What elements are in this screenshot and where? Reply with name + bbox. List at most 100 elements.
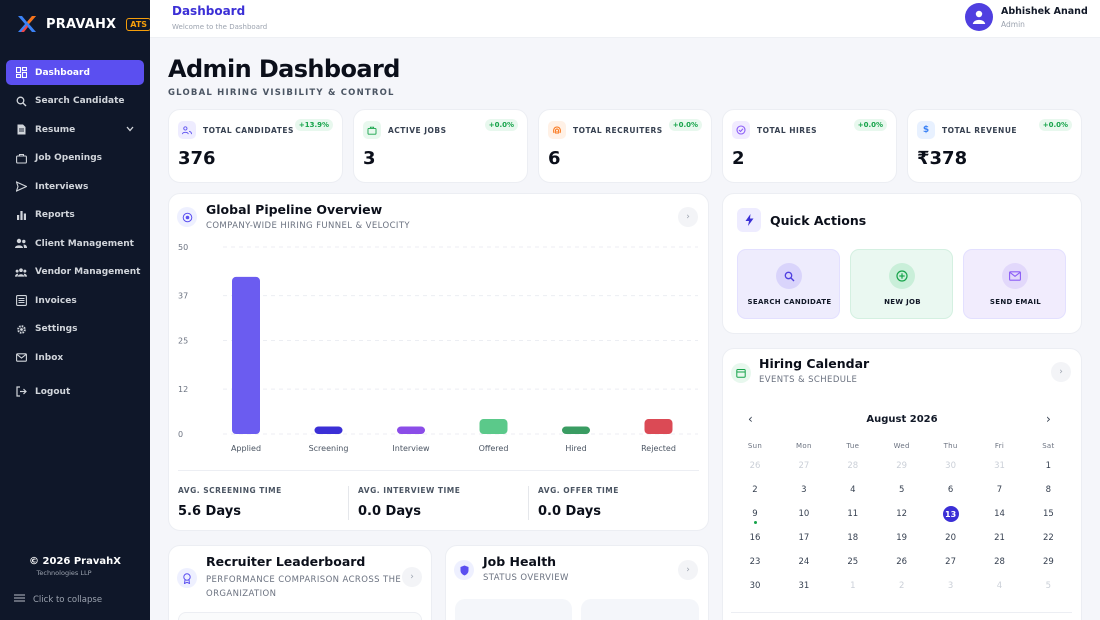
sidebar-footer: © 2026 PravahX Technologies LLP bbox=[0, 556, 150, 577]
bar-rejected[interactable] bbox=[644, 419, 673, 434]
chevron-right-icon[interactable]: › bbox=[678, 560, 698, 580]
calendar-weekday: Sat bbox=[1042, 442, 1055, 450]
stat-change-badge: +0.0% bbox=[668, 119, 702, 131]
calendar-day[interactable]: 4 bbox=[850, 485, 856, 495]
calendar-day[interactable]: 20 bbox=[945, 533, 956, 543]
bar-applied[interactable] bbox=[232, 276, 260, 434]
next-month-button[interactable]: › bbox=[1046, 412, 1051, 426]
bar-interview[interactable] bbox=[397, 426, 425, 434]
prev-month-button[interactable]: ‹ bbox=[748, 412, 753, 426]
new-job-button[interactable]: NEW JOB bbox=[850, 249, 953, 319]
user-icon bbox=[972, 10, 986, 24]
stat-label: TOTAL REVENUE bbox=[942, 126, 1018, 135]
sidebar-item-vendor-management[interactable]: Vendor Management bbox=[6, 260, 144, 285]
calendar-day[interactable]: 27 bbox=[945, 557, 956, 567]
x-tick-label: Hired bbox=[565, 444, 586, 453]
sidebar-item-interviews[interactable]: Interviews bbox=[6, 174, 144, 199]
leaderboard-row bbox=[178, 612, 422, 620]
calendar-day[interactable]: 14 bbox=[994, 509, 1005, 519]
calendar-day[interactable]: 29 bbox=[1042, 557, 1054, 567]
calendar-day[interactable]: 30 bbox=[749, 581, 761, 591]
bar-offered[interactable] bbox=[479, 419, 508, 434]
sidebar-item-reports[interactable]: Reports bbox=[6, 203, 144, 228]
sidebar-item-inbox[interactable]: Inbox bbox=[6, 345, 144, 370]
calendar-day[interactable]: 31 bbox=[994, 461, 1005, 471]
calendar-day[interactable]: 6 bbox=[947, 485, 954, 495]
calendar-day[interactable]: 15 bbox=[1042, 509, 1054, 519]
calendar-day[interactable]: 26 bbox=[896, 557, 908, 567]
calendar-day[interactable]: 19 bbox=[896, 533, 908, 543]
y-tick-label: 37 bbox=[178, 292, 188, 301]
collapse-button[interactable]: Click to collapse bbox=[14, 594, 102, 605]
calendar-day[interactable]: 2 bbox=[752, 485, 758, 495]
stat-card-active-jobs[interactable]: ACTIVE JOBS +0.0% 3 bbox=[353, 109, 528, 183]
calendar-day[interactable]: 26 bbox=[749, 461, 761, 471]
sidebar-item-client-management[interactable]: Client Management bbox=[6, 231, 144, 256]
calendar-day[interactable]: 8 bbox=[1045, 485, 1052, 495]
calendar-day[interactable]: 18 bbox=[847, 533, 859, 543]
sidebar-item-label: Dashboard bbox=[35, 67, 90, 78]
calendar-day[interactable]: 1 bbox=[1045, 461, 1052, 471]
calendar-day[interactable]: 25 bbox=[847, 557, 859, 567]
calendar-day[interactable]: 2 bbox=[898, 581, 905, 591]
calendar-day[interactable]: 16 bbox=[749, 533, 761, 543]
calendar-day[interactable]: 30 bbox=[945, 461, 956, 471]
user-name[interactable]: Abhishek Anand bbox=[1001, 6, 1088, 17]
calendar-day[interactable]: 5 bbox=[1045, 581, 1052, 591]
calendar-day[interactable]: 12 bbox=[896, 509, 908, 519]
stat-value: 3 bbox=[363, 148, 376, 169]
chevron-right-icon[interactable]: › bbox=[1051, 362, 1071, 382]
job-health-tile bbox=[581, 599, 699, 620]
calendar-day[interactable]: 28 bbox=[847, 461, 859, 471]
sidebar-item-logout[interactable]: Logout bbox=[6, 379, 144, 404]
calendar-day[interactable]: 10 bbox=[798, 509, 810, 519]
breadcrumb-title[interactable]: Dashboard bbox=[172, 4, 246, 18]
calendar-day-today[interactable]: 13 bbox=[942, 506, 959, 522]
bar-chart-icon bbox=[15, 209, 27, 221]
chevron-right-icon[interactable]: › bbox=[678, 207, 698, 227]
calendar-day[interactable]: 24 bbox=[798, 557, 810, 567]
calendar-day[interactable]: 5 bbox=[898, 485, 905, 495]
calendar-day[interactable]: 1 bbox=[850, 581, 856, 591]
metric-value: 0.0 Days bbox=[538, 504, 601, 519]
stat-card-total-recruiters[interactable]: TOTAL RECRUITERS +0.0% 6 bbox=[538, 109, 712, 183]
calendar-day[interactable]: 4 bbox=[996, 581, 1003, 591]
calendar-day[interactable]: 17 bbox=[798, 533, 810, 543]
mail-icon bbox=[1002, 263, 1028, 289]
calendar-day[interactable]: 23 bbox=[749, 557, 761, 567]
stat-card-total-hires[interactable]: TOTAL HIRES +0.0% 2 bbox=[722, 109, 897, 183]
calendar-day[interactable]: 3 bbox=[801, 485, 807, 495]
calendar-day[interactable]: 9 bbox=[752, 509, 758, 519]
calendar-day[interactable]: 29 bbox=[896, 461, 908, 471]
calendar-day[interactable]: 21 bbox=[994, 533, 1005, 543]
fingerprint-icon bbox=[548, 121, 566, 139]
stat-card-total-candidates[interactable]: TOTAL CANDIDATES +13.9% 376 bbox=[168, 109, 343, 183]
calendar-weekday: Sun bbox=[747, 442, 763, 450]
topbar: Dashboard Welcome to the Dashboard Abhis… bbox=[150, 0, 1100, 38]
calendar-day[interactable]: 3 bbox=[947, 581, 954, 591]
bar-screening[interactable] bbox=[314, 426, 343, 434]
brand[interactable]: PRAVAHX ATS bbox=[0, 0, 152, 48]
shield-icon bbox=[454, 560, 474, 580]
avatar[interactable] bbox=[965, 3, 993, 31]
bar-hired[interactable] bbox=[562, 426, 590, 434]
calendar-day[interactable]: 28 bbox=[994, 557, 1005, 567]
sidebar-item-invoices[interactable]: Invoices bbox=[6, 288, 144, 313]
pipeline-title: Global Pipeline Overview bbox=[206, 202, 383, 217]
search-candidate-button[interactable]: SEARCH CANDIDATE bbox=[737, 249, 840, 319]
calendar-day[interactable]: 27 bbox=[798, 461, 810, 471]
calendar-day[interactable]: 31 bbox=[798, 581, 810, 591]
sidebar-item-job-openings[interactable]: Job Openings bbox=[6, 146, 144, 171]
calendar-day[interactable]: 22 bbox=[1042, 533, 1054, 543]
sidebar-item-search-candidate[interactable]: Search Candidate bbox=[6, 89, 144, 114]
sidebar-item-dashboard[interactable]: Dashboard bbox=[6, 60, 144, 85]
calendar-day[interactable]: 7 bbox=[996, 485, 1003, 495]
sidebar-item-settings[interactable]: Settings bbox=[6, 317, 144, 342]
divider bbox=[528, 486, 529, 520]
chevron-right-icon[interactable]: › bbox=[402, 567, 422, 587]
send-email-button[interactable]: SEND EMAIL bbox=[963, 249, 1066, 319]
leaderboard-card bbox=[168, 545, 432, 620]
sidebar-item-resume[interactable]: Resume bbox=[6, 117, 144, 142]
calendar-day[interactable]: 11 bbox=[847, 509, 859, 519]
stat-card-total-revenue[interactable]: $ TOTAL REVENUE +0.0% ₹378 bbox=[907, 109, 1082, 183]
